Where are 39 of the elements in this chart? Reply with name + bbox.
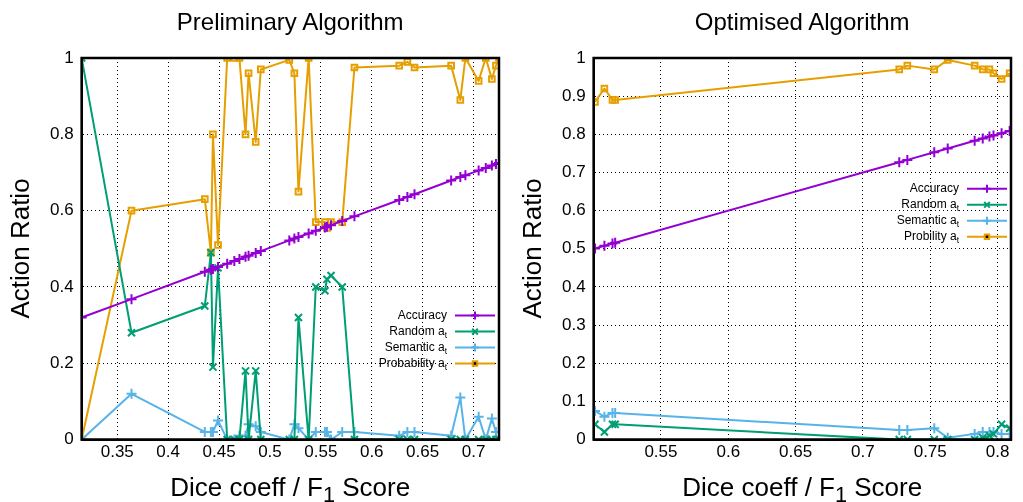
chart-title: Optimised Algorithm	[694, 8, 910, 36]
x-tick-label: 0.7	[461, 442, 486, 462]
y-tick-label: 1	[576, 47, 586, 67]
y-tick-label: 0	[64, 429, 74, 449]
x-tick-label: 0.6	[716, 442, 741, 462]
x-tick-label: 0.65	[779, 442, 813, 462]
y-tick-label: 0.7	[561, 162, 586, 182]
y-tick-label: 0.4	[561, 276, 586, 296]
y-axis-title: Action Ratio	[4, 178, 36, 319]
x-tick-label: 0.75	[913, 442, 947, 462]
y-tick-label: 1	[64, 47, 74, 67]
y-tick-label: 0.5	[561, 238, 586, 258]
x-tick-label: 0.55	[304, 442, 338, 462]
y-tick-label: 0.8	[49, 124, 74, 144]
chart-title: Preliminary Algorithm	[176, 8, 404, 36]
x-axis-title: Dice coeff / F$_{1}$ Score	[682, 471, 923, 502]
legend-label: Accuracy	[909, 181, 960, 196]
y-tick-label: 0.3	[561, 314, 586, 334]
x-tick-label: 0.4	[156, 442, 180, 462]
x-axis-title: Dice coeff / F$_{1}$ Score	[170, 471, 411, 502]
y-axis-title: Action Ratio	[516, 178, 548, 319]
y-tick-label: 0.9	[561, 85, 586, 105]
y-tick-label: 0.1	[561, 391, 586, 411]
y-tick-label: 0.4	[49, 276, 74, 296]
x-tick-label: 0.8	[985, 442, 1010, 462]
y-tick-label: 0.2	[561, 352, 586, 372]
x-tick-label: 0.6	[359, 442, 384, 462]
y-tick-label: 0.6	[561, 200, 586, 220]
y-tick-label: 0.2	[49, 352, 74, 372]
x-tick-label: 0.5	[258, 442, 282, 462]
x-tick-label: 0.7	[851, 442, 875, 462]
x-tick-label: 0.55	[644, 442, 678, 462]
x-tick-label: 0.65	[406, 442, 440, 462]
y-tick-label: 0	[576, 429, 586, 449]
x-tick-label: 0.45	[202, 442, 236, 462]
y-tick-label: 0.6	[49, 200, 74, 220]
y-tick-label: 0.8	[561, 124, 586, 144]
legend-label: Accuracy	[397, 307, 448, 322]
x-tick-label: 0.35	[100, 442, 134, 462]
